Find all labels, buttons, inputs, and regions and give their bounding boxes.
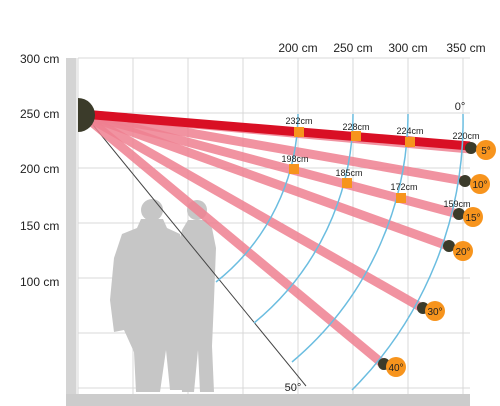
distance-label-198: 198cm [281, 154, 308, 164]
badge-40deg [386, 357, 406, 377]
badge-15deg-label: 15° [465, 213, 480, 224]
sensor-icon [78, 98, 95, 132]
distance-arcs [215, 113, 464, 391]
floor [66, 394, 470, 406]
marker-232 [294, 127, 304, 137]
distance-labels: 232cm 228cm 224cm 220cm 198cm 185cm 172c… [281, 116, 479, 209]
x-axis-labels: 200 cm 250 cm 300 cm 350 cm [278, 41, 485, 55]
y-label-250: 250 cm [20, 107, 59, 121]
marker-198 [289, 164, 299, 174]
beam-15deg [80, 109, 460, 219]
receiver-icon [465, 142, 477, 154]
distance-label-220: 220cm [452, 131, 479, 141]
marker-172 [396, 193, 406, 203]
distance-markers [289, 127, 415, 203]
arc-250 [253, 113, 354, 324]
badge-20deg [453, 241, 473, 261]
badge-30deg-label: 30° [427, 307, 442, 318]
badge-15deg [463, 207, 483, 227]
badge-20deg-label: 20° [455, 247, 470, 258]
angle-50-label: 50° [285, 382, 302, 394]
arc-350 [351, 113, 464, 391]
wall-edge [76, 58, 78, 398]
x-label-200: 200 cm [278, 41, 317, 55]
marker-224 [405, 137, 415, 147]
y-label-150: 150 cm [20, 219, 59, 233]
person-body [110, 219, 188, 392]
beam-20deg [80, 109, 450, 251]
marker-228 [351, 131, 361, 141]
x-label-350: 350 cm [446, 41, 485, 55]
receiver-icon [443, 240, 455, 252]
x-label-250: 250 cm [333, 41, 372, 55]
receiver-icon [459, 175, 471, 187]
distance-label-228: 228cm [342, 122, 369, 132]
marker-185 [342, 178, 352, 188]
angle-badges: 5° 10° 15° 20° 30° 40° [386, 140, 496, 377]
badge-5deg-label: 5° [481, 146, 491, 157]
y-axis-labels: 300 cm 250 cm 200 cm 150 cm 100 cm [20, 52, 59, 289]
y-label-200: 200 cm [20, 162, 59, 176]
distance-label-185: 185cm [335, 168, 362, 178]
arc-200 [215, 113, 299, 283]
angle-50-line [83, 113, 307, 387]
distance-label-172: 172cm [390, 182, 417, 192]
people-silhouette [110, 199, 216, 392]
badge-10deg-label: 10° [472, 180, 487, 191]
badge-5deg [476, 140, 496, 160]
badge-10deg [470, 174, 490, 194]
beam-40deg [79, 110, 386, 368]
y-label-100: 100 cm [20, 275, 59, 289]
y-label-300: 300 cm [20, 52, 59, 66]
distance-label-224: 224cm [396, 126, 423, 136]
badge-30deg [425, 301, 445, 321]
angle-0-label: 0° [455, 101, 466, 113]
distance-label-232: 232cm [285, 116, 312, 126]
receiver-icon [453, 208, 465, 220]
person-body [176, 220, 216, 392]
arc-300 [291, 113, 409, 363]
wall [66, 58, 76, 398]
beam-10deg [81, 109, 465, 186]
badge-40deg-label: 40° [388, 363, 403, 374]
beam-30deg [79, 110, 425, 312]
x-label-300: 300 cm [388, 41, 427, 55]
person-head [141, 199, 163, 221]
distance-label-159: 159cm [443, 199, 470, 209]
